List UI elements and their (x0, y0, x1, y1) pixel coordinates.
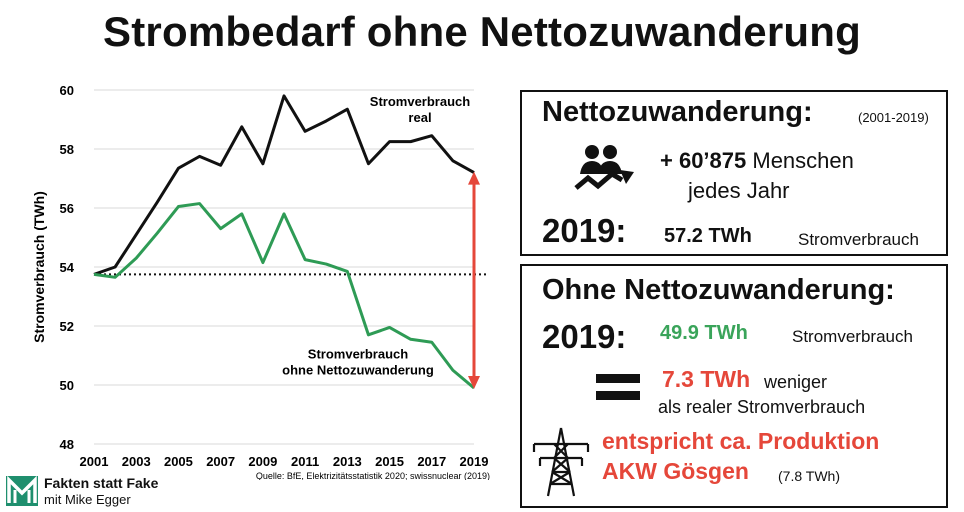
difference-label-2: als realer Stromverbrauch (658, 397, 866, 417)
immigration-count: + 60’875 (660, 148, 747, 173)
line-chart: 48 50 52 54 56 58 60 2001 2003 2005 2007 2009 2011 20… (31, 83, 490, 480)
power-pylon-icon (532, 427, 590, 497)
series-label-ohne: ohne Nettozuwanderung (282, 362, 434, 377)
immigration-unit: Menschen (752, 148, 854, 173)
scenario-year: 2019: (542, 318, 627, 355)
brand-author: mit Mike Egger (44, 492, 131, 507)
page-title: Strombedarf ohne Nettozuwanderung (103, 8, 861, 55)
x-tick-label: 2003 (122, 454, 151, 469)
x-tick-label: 2009 (248, 454, 277, 469)
y-tick-label: 48 (60, 437, 74, 452)
y-axis-label: Stromverbrauch (TWh) (31, 191, 47, 343)
arrow-head-bottom (468, 375, 480, 389)
series-label-ohne: Stromverbrauch (308, 346, 408, 361)
real-year: 2019: (542, 212, 627, 249)
brand-name: Fakten statt Fake (44, 475, 159, 491)
x-tick-label: 2005 (164, 454, 193, 469)
x-tick-label: 2001 (80, 454, 109, 469)
x-tick-label: 2019 (460, 454, 489, 469)
immigration-box: Nettozuwanderung: (2001-2019) + 60’875 M… (520, 90, 948, 256)
immigration-range: (2001-2019) (858, 110, 929, 125)
equivalent-line-2: AKW Gösgen (602, 458, 749, 484)
real-value-label: Stromverbrauch (798, 230, 919, 249)
y-tick-label: 54 (60, 260, 75, 275)
immigration-title: Nettozuwanderung: (542, 96, 813, 128)
scenario-value-label: Stromverbrauch (792, 327, 913, 346)
people-growth-icon (574, 145, 634, 190)
y-tick-label: 50 (60, 378, 74, 393)
x-tick-label: 2017 (417, 454, 446, 469)
source-note: Quelle: BfE, Elektrizitätsstatistik 2020… (256, 471, 490, 480)
equals-icon (596, 374, 640, 408)
difference-value: 7.3 TWh (662, 366, 751, 392)
x-tick-label: 2015 (375, 454, 404, 469)
series-label-real: real (408, 110, 431, 125)
y-tick-label: 60 (60, 83, 74, 98)
no-immigration-title: Ohne Nettozuwanderung: (542, 274, 895, 306)
equivalent-value: (7.8 TWh) (778, 468, 840, 484)
immigration-per-year: jedes Jahr (688, 178, 790, 203)
arrow-head-top (468, 171, 480, 185)
no-immigration-box: Ohne Nettozuwanderung: 2019: 49.9 TWh St… (520, 264, 948, 508)
equivalent-line-1: entspricht ca. Produktion (602, 428, 880, 454)
series-label-real: Stromverbrauch (370, 94, 470, 109)
x-tick-label: 2007 (206, 454, 235, 469)
scenario-value: 49.9 TWh (660, 322, 748, 344)
y-tick-label: 58 (60, 142, 74, 157)
brand-logo-icon (6, 476, 38, 506)
y-tick-label: 52 (60, 319, 74, 334)
x-tick-label: 2013 (333, 454, 362, 469)
series-line-real (93, 94, 475, 276)
difference-label: weniger (764, 372, 828, 392)
y-tick-label: 56 (60, 201, 74, 216)
real-value: 57.2 TWh (664, 225, 752, 247)
immigration-count-line: + 60’875 Menschen (660, 148, 854, 174)
series-line-ohne-zuwanderung (93, 202, 475, 390)
x-tick-label: 2011 (291, 454, 319, 469)
